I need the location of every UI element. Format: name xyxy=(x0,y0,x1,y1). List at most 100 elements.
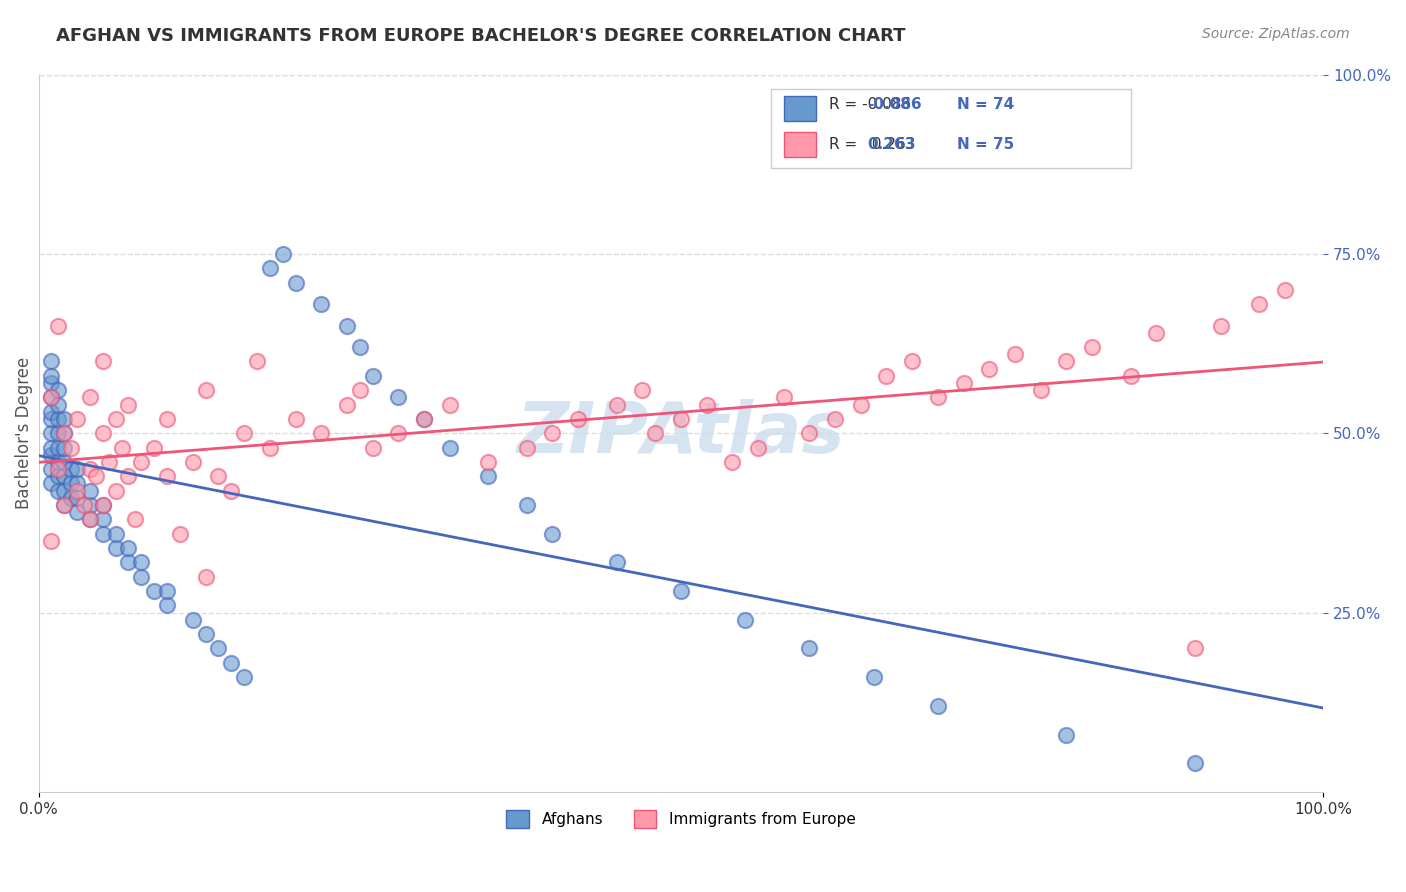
Point xyxy=(194,627,217,641)
Point xyxy=(59,476,82,491)
Point xyxy=(53,412,76,426)
Point xyxy=(541,426,564,441)
Point xyxy=(516,498,538,512)
Point xyxy=(117,469,139,483)
Point xyxy=(156,469,179,483)
Point xyxy=(41,368,63,383)
Text: R = -0.086: R = -0.086 xyxy=(828,97,911,112)
Point xyxy=(41,462,63,476)
Point xyxy=(439,441,461,455)
Point xyxy=(1144,326,1167,340)
Point xyxy=(927,390,949,404)
Point xyxy=(181,455,204,469)
Point xyxy=(259,261,281,276)
Point xyxy=(309,426,332,441)
Point xyxy=(104,483,127,498)
Point xyxy=(46,462,69,476)
Point xyxy=(41,412,63,426)
Point xyxy=(849,398,872,412)
Text: N = 74: N = 74 xyxy=(957,97,1014,112)
Point xyxy=(927,698,949,713)
Point xyxy=(91,426,114,441)
Point xyxy=(567,412,589,426)
Point xyxy=(66,476,89,491)
Point xyxy=(772,390,794,404)
Point xyxy=(98,455,121,469)
Point xyxy=(669,584,692,599)
Point xyxy=(41,405,63,419)
Point xyxy=(41,426,63,441)
Point xyxy=(169,526,191,541)
Text: Source: ZipAtlas.com: Source: ZipAtlas.com xyxy=(1202,27,1350,41)
Point xyxy=(1054,728,1077,742)
Point xyxy=(143,584,166,599)
Point xyxy=(361,441,384,455)
Point xyxy=(284,412,307,426)
Point xyxy=(53,426,76,441)
Text: AFGHAN VS IMMIGRANTS FROM EUROPE BACHELOR'S DEGREE CORRELATION CHART: AFGHAN VS IMMIGRANTS FROM EUROPE BACHELO… xyxy=(56,27,905,45)
Point xyxy=(952,376,974,390)
Point xyxy=(53,498,76,512)
Point xyxy=(259,441,281,455)
Point xyxy=(336,398,359,412)
Point xyxy=(46,483,69,498)
Point xyxy=(1054,354,1077,368)
Point xyxy=(1119,368,1142,383)
Point xyxy=(1274,283,1296,297)
Point xyxy=(66,505,89,519)
Point xyxy=(117,555,139,569)
Point xyxy=(156,599,179,613)
Point xyxy=(349,383,371,397)
Point xyxy=(516,441,538,455)
Point xyxy=(309,297,332,311)
Point xyxy=(46,383,69,397)
Point xyxy=(131,455,153,469)
FancyBboxPatch shape xyxy=(770,89,1130,168)
Point xyxy=(207,641,229,656)
Point xyxy=(747,441,769,455)
Point xyxy=(79,512,101,526)
Y-axis label: Bachelor's Degree: Bachelor's Degree xyxy=(15,357,32,509)
Point xyxy=(824,412,846,426)
Point xyxy=(606,398,628,412)
Point xyxy=(143,441,166,455)
Text: -0.086: -0.086 xyxy=(868,97,922,112)
Point xyxy=(875,368,897,383)
Point xyxy=(66,491,89,505)
Point xyxy=(79,498,101,512)
Point xyxy=(104,541,127,555)
Point xyxy=(41,354,63,368)
Point xyxy=(181,613,204,627)
Point xyxy=(1184,756,1206,771)
Point xyxy=(91,512,114,526)
Point xyxy=(59,491,82,505)
Point xyxy=(46,469,69,483)
Point xyxy=(117,541,139,555)
Point xyxy=(669,412,692,426)
Point xyxy=(41,390,63,404)
Point xyxy=(696,398,718,412)
Point xyxy=(194,570,217,584)
Point xyxy=(644,426,666,441)
Point xyxy=(477,469,499,483)
Point xyxy=(53,469,76,483)
Point xyxy=(799,426,821,441)
Point xyxy=(631,383,654,397)
Point xyxy=(91,498,114,512)
Point xyxy=(131,555,153,569)
Point xyxy=(41,376,63,390)
Point xyxy=(734,613,756,627)
Point xyxy=(66,412,89,426)
Point xyxy=(53,441,76,455)
Point xyxy=(979,361,1001,376)
Text: ZIPAtlas: ZIPAtlas xyxy=(516,399,845,467)
Point xyxy=(46,398,69,412)
Point xyxy=(207,469,229,483)
Point xyxy=(46,441,69,455)
Point xyxy=(1004,347,1026,361)
Point xyxy=(46,318,69,333)
Point xyxy=(79,462,101,476)
Point xyxy=(53,426,76,441)
Point xyxy=(233,670,256,684)
Point xyxy=(219,483,242,498)
